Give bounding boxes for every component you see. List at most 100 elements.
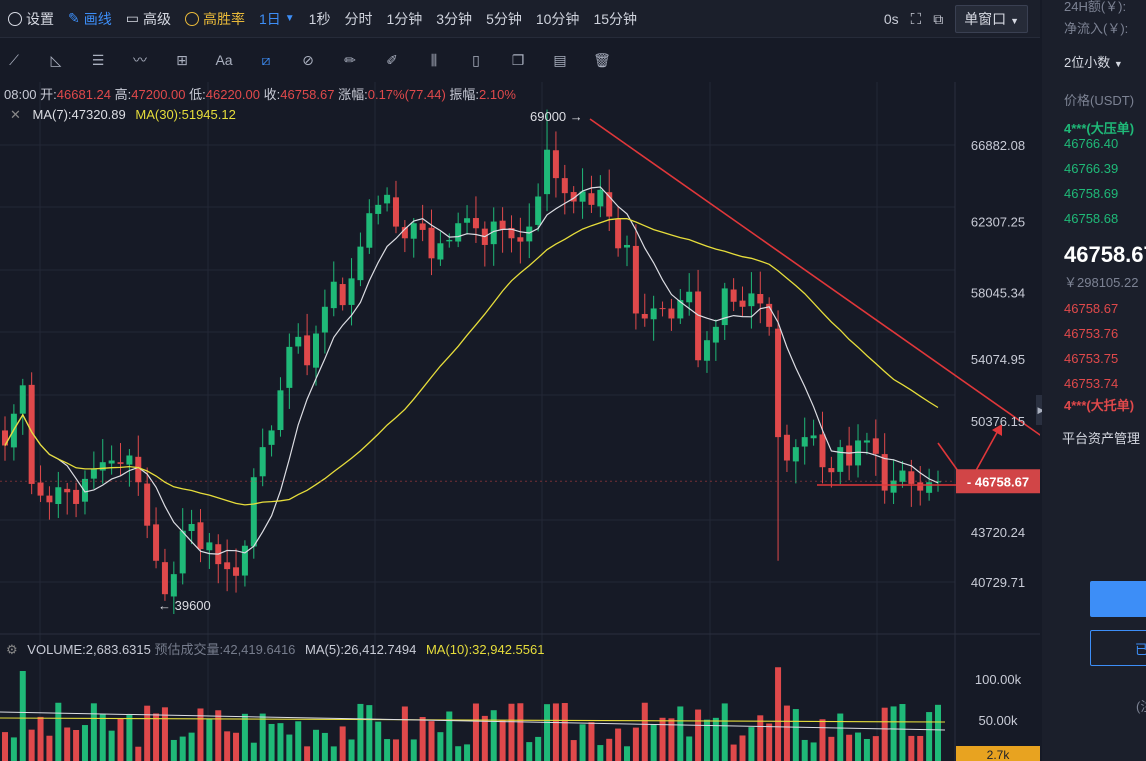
ask-row[interactable]: 46766.40: [1064, 136, 1119, 151]
grid-lines: [0, 82, 1040, 761]
candle-body: [472, 218, 479, 229]
price-tick-label: 40729.71: [971, 575, 1025, 590]
secondary-action-button[interactable]: 已: [1090, 630, 1146, 666]
volume-bar: [766, 723, 773, 761]
measure-box-icon[interactable]: ⊞: [176, 51, 188, 68]
copy-icon[interactable]: ❐: [511, 51, 525, 68]
volume-value: VOLUME:2,683.6315: [27, 642, 151, 657]
chart-svg[interactable]: 66882.08 62307.25 58045.34 54074.95 50376.15…: [0, 82, 1040, 761]
volume-bar: [615, 728, 622, 761]
candle-body: [428, 227, 435, 259]
text-tool-icon[interactable]: Aa: [215, 52, 233, 68]
settings-button[interactable]: 设置: [8, 9, 54, 29]
volume-bar: [437, 732, 444, 761]
candle-body: [561, 178, 568, 194]
gear-icon[interactable]: ⚙: [6, 642, 18, 657]
candle-body: [872, 438, 879, 454]
price-tick-label: 54074.95: [971, 352, 1025, 367]
angle-icon[interactable]: ◺: [50, 51, 62, 68]
parallel-channel-icon[interactable]: ☰: [91, 51, 105, 68]
pencil-icon[interactable]: ✏: [344, 51, 356, 68]
price-header: 价格(USDT): [1064, 93, 1135, 108]
high-label: 高:: [114, 87, 132, 102]
advanced-button[interactable]: ▭ 高级: [126, 9, 171, 29]
volume-bar: [641, 702, 648, 761]
window-mode-dropdown[interactable]: 单窗口 ▼: [955, 5, 1028, 33]
ask-row[interactable]: 46766.39: [1064, 161, 1119, 176]
pencil-icon: ✎: [68, 10, 80, 26]
columns-icon[interactable]: ⫼: [430, 51, 438, 68]
volume-bar: [170, 739, 177, 761]
magnet-icon[interactable]: ⊘: [302, 51, 314, 68]
close-icon[interactable]: ✕: [10, 107, 21, 122]
decimals-label: 2位小数: [1064, 55, 1111, 70]
period-3m[interactable]: 3分钟: [436, 9, 472, 29]
candle-body: [544, 149, 551, 195]
candle-body: [819, 434, 826, 468]
ask-row[interactable]: 46758.69: [1064, 186, 1119, 201]
cny-price: ￥298105.22: [1064, 275, 1139, 290]
volume-bar: [215, 710, 222, 761]
fullscreen-icon[interactable]: ⛶: [910, 10, 922, 28]
candle-body: [330, 281, 337, 309]
period-15m[interactable]: 15分钟: [593, 9, 637, 29]
ruler-icon[interactable]: ⧄: [261, 51, 271, 68]
volume-bar: [846, 734, 853, 761]
decimals-dropdown[interactable]: 2位小数 ▼: [1064, 52, 1123, 71]
period-10m[interactable]: 10分钟: [536, 9, 580, 29]
period-label: 15分钟: [593, 10, 638, 27]
bid-row[interactable]: 46753.75: [1064, 351, 1119, 366]
ask-row[interactable]: 46758.68: [1064, 211, 1119, 226]
candle-body: [775, 328, 782, 438]
trend-line-icon[interactable]: ⟋: [9, 51, 19, 68]
volume-bar: [499, 720, 506, 761]
candle-body: [259, 447, 266, 477]
open-label: 开:: [40, 87, 57, 102]
volume-bar: [330, 746, 337, 761]
candle-body: [855, 440, 862, 466]
bid-row[interactable]: 46758.67: [1064, 301, 1119, 316]
candle-body: [179, 530, 186, 574]
estimate-label: 预估成交量:: [154, 642, 224, 657]
period-label: 3分钟: [436, 10, 473, 27]
bid-row[interactable]: 46753.74: [1064, 376, 1119, 391]
volume-bar: [233, 732, 240, 761]
candle-body: [384, 194, 391, 204]
draw-button[interactable]: ✎ 画线: [68, 9, 112, 29]
big-bid-label: 4***(大托单): [1064, 398, 1135, 413]
interval-dropdown[interactable]: 1日 ▼: [259, 9, 295, 29]
period-timeshare[interactable]: 分时: [344, 9, 372, 29]
panel-toggle-icon[interactable]: ▶: [1036, 395, 1046, 425]
wave-icon[interactable]: 〰: [133, 52, 147, 68]
settings-label: 设置: [26, 10, 54, 27]
trash-icon[interactable]: 🗑: [593, 51, 611, 68]
candle-body: [890, 480, 897, 493]
candle-body: [419, 223, 426, 230]
primary-action-button[interactable]: [1090, 581, 1146, 617]
volume-bar: [775, 667, 782, 761]
candle-body: [46, 495, 53, 503]
candle-body: [28, 384, 35, 484]
amplitude-label: 振幅:: [449, 87, 480, 102]
edit-icon[interactable]: ▤: [553, 51, 567, 68]
candle-body: [2, 430, 8, 446]
ma-legend: ✕ MA(7):47320.89 MA(30):51945.12: [10, 107, 236, 123]
current-volume-label: 2.7k: [987, 748, 1011, 761]
period-5m[interactable]: 5分钟: [486, 9, 522, 29]
volume-legend: ⚙ VOLUME:2,683.6315 预估成交量:42,419.6416 MA…: [6, 639, 544, 658]
lock-icon[interactable]: ▯: [472, 51, 480, 68]
volume-bar: [464, 744, 471, 761]
candle-body: [55, 487, 62, 505]
period-1m[interactable]: 1分钟: [386, 9, 422, 29]
candle-body: [792, 447, 799, 462]
volume-bar: [286, 734, 293, 761]
volume-bar: [73, 729, 80, 761]
candlestick-chart[interactable]: 66882.08 62307.25 58045.34 54074.95 50376.15…: [0, 82, 1040, 761]
winrate-button[interactable]: 高胜率: [184, 9, 245, 29]
bid-row[interactable]: 46753.76: [1064, 326, 1119, 341]
period-1s[interactable]: 1秒: [309, 9, 331, 29]
chevron-down-icon: ▼: [284, 13, 295, 24]
candle-body: [846, 445, 853, 466]
popout-icon[interactable]: ⧉: [933, 10, 944, 27]
brush-icon[interactable]: ✐: [386, 51, 398, 68]
